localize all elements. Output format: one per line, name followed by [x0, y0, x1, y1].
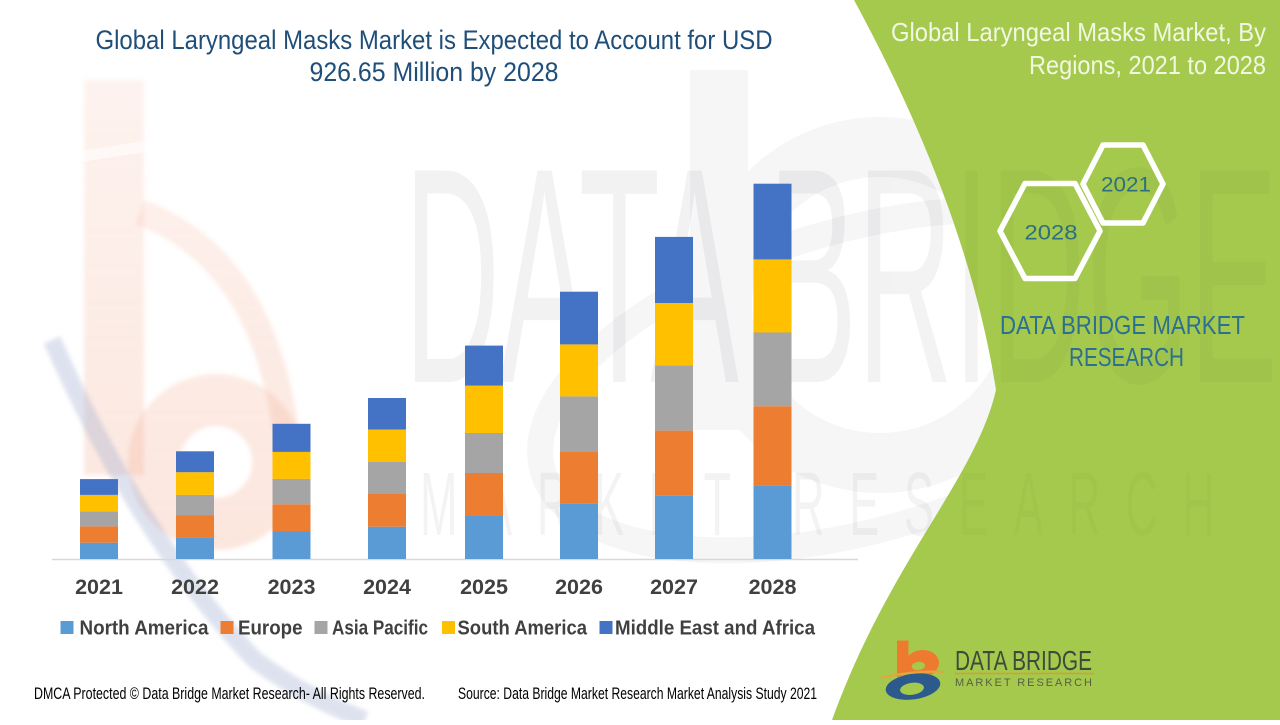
svg-text:DATA BRIDGE MARKET: DATA BRIDGE MARKET — [1000, 310, 1245, 340]
svg-text:2024: 2024 — [363, 575, 411, 599]
svg-text:Middle East and Africa: Middle East and Africa — [615, 617, 816, 640]
svg-text:926.65 Million by 2028: 926.65 Million by 2028 — [310, 57, 559, 87]
svg-text:2021: 2021 — [75, 575, 123, 599]
svg-text:Asia Pacific: Asia Pacific — [332, 617, 428, 640]
svg-text:DMCA Protected © Data Bridge M: DMCA Protected © Data Bridge Market Rese… — [34, 685, 425, 703]
svg-text:2028: 2028 — [749, 575, 797, 599]
svg-text:North America: North America — [80, 617, 210, 640]
svg-text:Europe: Europe — [238, 617, 303, 640]
svg-text:2027: 2027 — [650, 575, 698, 599]
svg-text:Regions, 2021 to 2028: Regions, 2021 to 2028 — [1029, 50, 1266, 80]
svg-text:DATA BRIDGE: DATA BRIDGE — [955, 645, 1092, 676]
svg-text:Source: Data Bridge Market Res: Source: Data Bridge Market Research Mark… — [458, 685, 817, 703]
svg-text:Global Laryngeal Masks Market: Global Laryngeal Masks Market is Expecte… — [96, 25, 773, 55]
svg-text:Global Laryngeal Masks Market,: Global Laryngeal Masks Market, By — [891, 17, 1266, 47]
svg-text:2022: 2022 — [171, 575, 219, 599]
svg-text:RESEARCH: RESEARCH — [1069, 342, 1184, 372]
svg-text:South America: South America — [458, 617, 588, 640]
svg-text:2025: 2025 — [460, 575, 508, 599]
svg-text:2026: 2026 — [555, 575, 603, 599]
svg-text:MARKET RESEARCH: MARKET RESEARCH — [955, 677, 1092, 689]
svg-text:2021: 2021 — [1101, 173, 1151, 197]
svg-text:2028: 2028 — [1025, 221, 1078, 245]
svg-text:2023: 2023 — [268, 575, 316, 599]
